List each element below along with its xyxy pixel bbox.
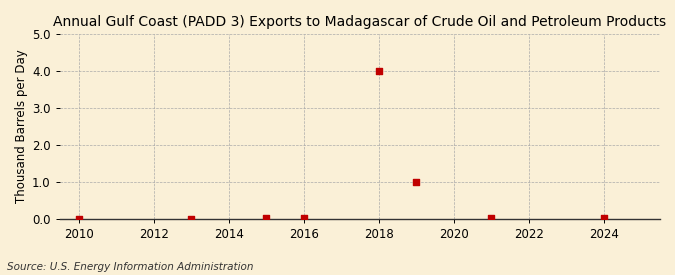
Point: [186, 216, 196, 221]
Point: [261, 216, 271, 220]
Point: [598, 216, 609, 220]
Text: Source: U.S. Energy Information Administration: Source: U.S. Energy Information Administ…: [7, 262, 253, 272]
Point: [298, 216, 309, 220]
Point: [411, 180, 422, 184]
Title: Annual Gulf Coast (PADD 3) Exports to Madagascar of Crude Oil and Petroleum Prod: Annual Gulf Coast (PADD 3) Exports to Ma…: [53, 15, 666, 29]
Y-axis label: Thousand Barrels per Day: Thousand Barrels per Day: [15, 50, 28, 204]
Point: [373, 69, 384, 73]
Point: [73, 216, 84, 221]
Point: [486, 216, 497, 220]
